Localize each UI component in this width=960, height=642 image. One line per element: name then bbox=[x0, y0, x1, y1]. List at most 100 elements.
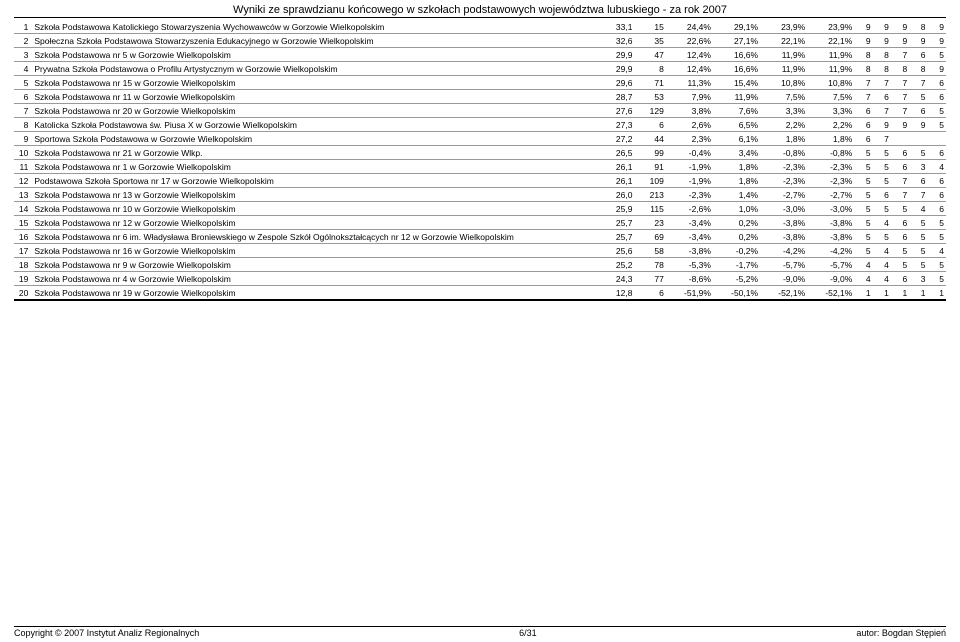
count: 213 bbox=[634, 188, 665, 202]
pct-4: 3,3% bbox=[807, 104, 854, 118]
pct-4: -9,0% bbox=[807, 272, 854, 286]
stanine-1: 8 bbox=[854, 48, 872, 62]
row-index: 6 bbox=[14, 90, 32, 104]
stanine-2: 7 bbox=[873, 76, 891, 90]
table-row: 3Szkoła Podstawowa nr 5 w Gorzowie Wielk… bbox=[14, 48, 946, 62]
stanine-5: 5 bbox=[928, 258, 946, 272]
stanine-4: 3 bbox=[909, 272, 927, 286]
pct-2: 3,4% bbox=[713, 146, 760, 160]
score: 24,3 bbox=[595, 272, 634, 286]
pct-1: 2,3% bbox=[666, 132, 713, 146]
stanine-1: 9 bbox=[854, 34, 872, 48]
table-row: 18Szkoła Podstawowa nr 9 w Gorzowie Wiel… bbox=[14, 258, 946, 272]
stanine-2: 8 bbox=[873, 48, 891, 62]
stanine-3: 9 bbox=[891, 118, 909, 132]
table-row: 19Szkoła Podstawowa nr 4 w Gorzowie Wiel… bbox=[14, 272, 946, 286]
pct-1: -3,8% bbox=[666, 244, 713, 258]
stanine-1: 8 bbox=[854, 62, 872, 76]
stanine-2: 1 bbox=[873, 286, 891, 301]
count: 44 bbox=[634, 132, 665, 146]
school-name: Katolicka Szkoła Podstawowa św. Piusa X … bbox=[32, 118, 595, 132]
stanine-1: 5 bbox=[854, 146, 872, 160]
count: 6 bbox=[634, 118, 665, 132]
school-name: Szkoła Podstawowa nr 21 w Gorzowie Wlkp. bbox=[32, 146, 595, 160]
pct-4: 22,1% bbox=[807, 34, 854, 48]
school-name: Szkoła Podstawowa nr 12 w Gorzowie Wielk… bbox=[32, 216, 595, 230]
stanine-1: 5 bbox=[854, 202, 872, 216]
count: 78 bbox=[634, 258, 665, 272]
score: 25,6 bbox=[595, 244, 634, 258]
row-index: 7 bbox=[14, 104, 32, 118]
stanine-3: 1 bbox=[891, 286, 909, 301]
stanine-4: 9 bbox=[909, 118, 927, 132]
table-row: 17Szkoła Podstawowa nr 16 w Gorzowie Wie… bbox=[14, 244, 946, 258]
pct-2: 16,6% bbox=[713, 62, 760, 76]
pct-4: -2,7% bbox=[807, 188, 854, 202]
pct-3: -9,0% bbox=[760, 272, 807, 286]
row-index: 20 bbox=[14, 286, 32, 301]
count: 129 bbox=[634, 104, 665, 118]
stanine-4: 5 bbox=[909, 258, 927, 272]
score: 28,7 bbox=[595, 90, 634, 104]
row-index: 19 bbox=[14, 272, 32, 286]
stanine-2: 4 bbox=[873, 272, 891, 286]
pct-4: -52,1% bbox=[807, 286, 854, 301]
stanine-1: 6 bbox=[854, 104, 872, 118]
table-row: 20Szkoła Podstawowa nr 19 w Gorzowie Wie… bbox=[14, 286, 946, 301]
school-name: Społeczna Szkoła Podstawowa Stowarzyszen… bbox=[32, 34, 595, 48]
school-name: Szkoła Podstawowa nr 10 w Gorzowie Wielk… bbox=[32, 202, 595, 216]
page-title: Wyniki ze sprawdzianu końcowego w szkoła… bbox=[14, 4, 946, 18]
pct-1: -8,6% bbox=[666, 272, 713, 286]
table-row: 4Prywatna Szkoła Podstawowa o Profilu Ar… bbox=[14, 62, 946, 76]
table-row: 5Szkoła Podstawowa nr 15 w Gorzowie Wiel… bbox=[14, 76, 946, 90]
pct-4: 11,9% bbox=[807, 62, 854, 76]
score: 26,0 bbox=[595, 188, 634, 202]
stanine-5: 6 bbox=[928, 174, 946, 188]
stanine-4: 1 bbox=[909, 286, 927, 301]
pct-2: 29,1% bbox=[713, 20, 760, 34]
stanine-3: 7 bbox=[891, 188, 909, 202]
score: 27,2 bbox=[595, 132, 634, 146]
stanine-4: 5 bbox=[909, 244, 927, 258]
pct-3: -3,0% bbox=[760, 202, 807, 216]
count: 35 bbox=[634, 34, 665, 48]
pct-1: 12,4% bbox=[666, 62, 713, 76]
stanine-5: 6 bbox=[928, 76, 946, 90]
pct-2: 1,8% bbox=[713, 160, 760, 174]
row-index: 12 bbox=[14, 174, 32, 188]
stanine-2: 5 bbox=[873, 146, 891, 160]
table-row: 9Sportowa Szkoła Podstawowa w Gorzowie W… bbox=[14, 132, 946, 146]
pct-4: 10,8% bbox=[807, 76, 854, 90]
stanine-4: 4 bbox=[909, 202, 927, 216]
score: 27,6 bbox=[595, 104, 634, 118]
school-name: Szkoła Podstawowa nr 20 w Gorzowie Wielk… bbox=[32, 104, 595, 118]
stanine-1: 7 bbox=[854, 76, 872, 90]
pct-4: -4,2% bbox=[807, 244, 854, 258]
school-name: Szkoła Podstawowa nr 5 w Gorzowie Wielko… bbox=[32, 48, 595, 62]
score: 25,7 bbox=[595, 216, 634, 230]
pct-1: -3,4% bbox=[666, 230, 713, 244]
pct-4: -2,3% bbox=[807, 174, 854, 188]
pct-3: -3,8% bbox=[760, 230, 807, 244]
stanine-1: 4 bbox=[854, 258, 872, 272]
stanine-2: 5 bbox=[873, 202, 891, 216]
pct-3: 22,1% bbox=[760, 34, 807, 48]
stanine-3: 9 bbox=[891, 20, 909, 34]
pct-2: 1,4% bbox=[713, 188, 760, 202]
stanine-3: 6 bbox=[891, 146, 909, 160]
school-name: Szkoła Podstawowa nr 15 w Gorzowie Wielk… bbox=[32, 76, 595, 90]
row-index: 10 bbox=[14, 146, 32, 160]
count: 15 bbox=[634, 20, 665, 34]
school-name: Podstawowa Szkoła Sportowa nr 17 w Gorzo… bbox=[32, 174, 595, 188]
pct-2: 1,8% bbox=[713, 174, 760, 188]
school-name: Sportowa Szkoła Podstawowa w Gorzowie Wi… bbox=[32, 132, 595, 146]
pct-1: 12,4% bbox=[666, 48, 713, 62]
stanine-2: 5 bbox=[873, 230, 891, 244]
pct-2: -50,1% bbox=[713, 286, 760, 301]
pct-3: -3,8% bbox=[760, 216, 807, 230]
pct-3: 1,8% bbox=[760, 132, 807, 146]
stanine-4: 5 bbox=[909, 216, 927, 230]
pct-4: -5,7% bbox=[807, 258, 854, 272]
count: 77 bbox=[634, 272, 665, 286]
table-row: 1Szkoła Podstawowa Katolickiego Stowarzy… bbox=[14, 20, 946, 34]
